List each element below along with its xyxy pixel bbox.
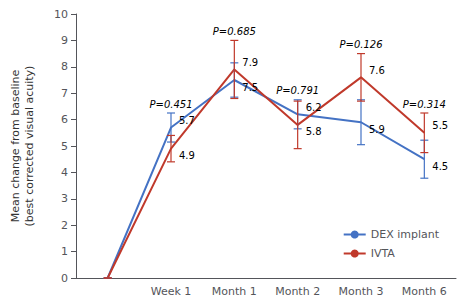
svg-text:7.5: 7.5 [242,82,258,93]
svg-text:DEX implant: DEX implant [371,228,440,241]
svg-text:7: 7 [61,87,68,100]
svg-text:Month 3: Month 3 [339,285,384,298]
svg-text:7.6: 7.6 [369,65,385,76]
svg-text:4.9: 4.9 [179,150,195,161]
svg-text:Week 1: Week 1 [151,285,192,298]
svg-text:4.5: 4.5 [432,161,448,172]
svg-text:5.5: 5.5 [432,120,448,131]
svg-text:5.7: 5.7 [179,115,195,126]
svg-text:5.9: 5.9 [369,124,385,135]
svg-text:P=0.791: P=0.791 [276,85,319,96]
svg-text:1: 1 [61,245,68,258]
svg-text:6.2: 6.2 [306,102,322,113]
svg-text:8: 8 [61,60,68,73]
svg-text:10: 10 [54,8,68,21]
svg-text:Month 1: Month 1 [212,285,257,298]
svg-text:P=0.685: P=0.685 [213,26,256,37]
svg-text:P=0.314: P=0.314 [403,99,446,110]
svg-text:Month 6: Month 6 [402,285,447,298]
svg-text:5: 5 [61,140,68,153]
svg-text:3: 3 [61,192,68,205]
svg-text:7.9: 7.9 [242,57,258,68]
svg-text:P=0.451: P=0.451 [149,99,192,110]
svg-text:5.8: 5.8 [306,126,322,137]
svg-text:0: 0 [61,272,68,285]
svg-text:9: 9 [61,34,68,47]
svg-text:6: 6 [61,113,68,126]
svg-text:2: 2 [61,219,68,232]
svg-text:P=0.126: P=0.126 [339,39,382,50]
svg-text:(best corrected visual acuity): (best corrected visual acuity) [23,66,36,227]
svg-text:Month 2: Month 2 [275,285,320,298]
svg-text:4: 4 [61,166,68,179]
svg-text:Mean change from baseline: Mean change from baseline [9,69,22,222]
svg-text:IVTA: IVTA [371,247,396,260]
